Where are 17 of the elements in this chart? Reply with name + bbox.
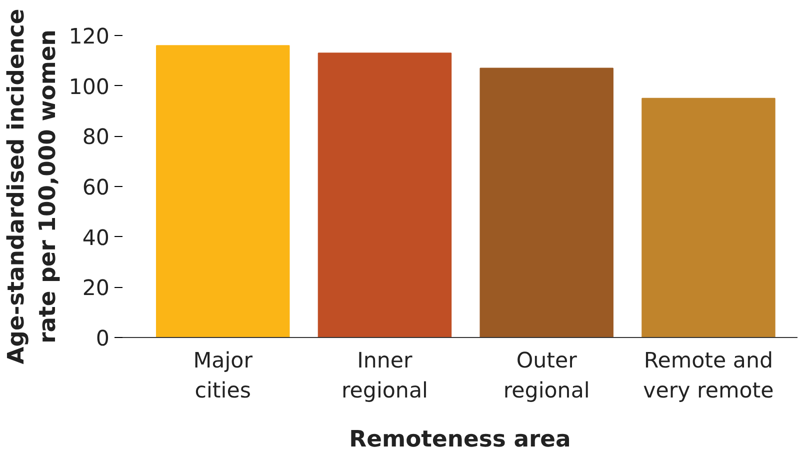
y-tick-label: 40	[82, 226, 110, 251]
bar	[642, 98, 776, 338]
x-tick-label: Major cities	[193, 348, 253, 404]
x-tick-label: Remote and very remote	[643, 348, 774, 404]
x-tick-label: Inner regional	[342, 348, 428, 404]
y-tick-label: 0	[96, 326, 110, 352]
y-tick-label: 100	[68, 74, 110, 100]
x-tick-label: Outer regional	[503, 348, 590, 404]
y-axis-title: Age-standardised incidence rate per 100,000 women	[4, 8, 61, 364]
y-tick-label: 80	[82, 125, 110, 150]
bar	[480, 68, 614, 338]
y-tick-label: 120	[68, 24, 110, 50]
bar	[318, 52, 452, 338]
y-tick-label: 20	[82, 276, 110, 302]
y-tick-label: 60	[82, 176, 110, 200]
x-axis-title: Remoteness area	[349, 426, 571, 452]
bar	[156, 45, 290, 338]
